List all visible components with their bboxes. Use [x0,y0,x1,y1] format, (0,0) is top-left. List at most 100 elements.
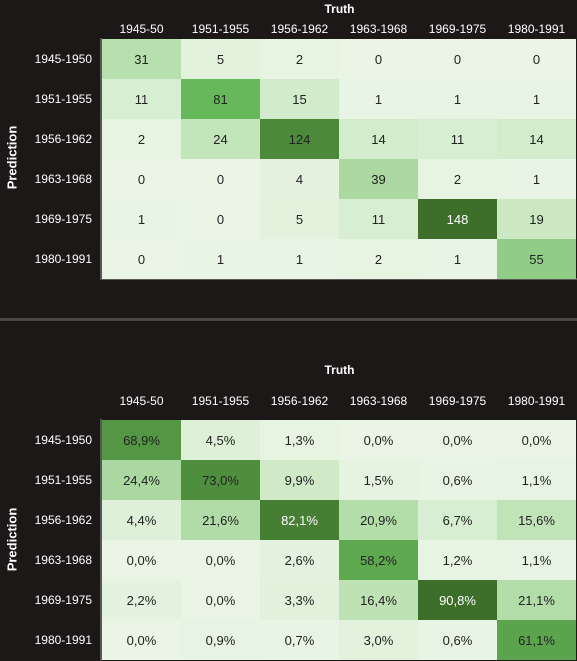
heatmap-cell: 2 [418,159,497,199]
heatmap-cell: 0,9% [181,620,260,660]
heatmap-cell: 39 [339,159,418,199]
heatmap-cell: 1,1% [497,460,576,500]
heatmap-cell: 6,7% [418,500,497,540]
heatmap-cell: 1,3% [260,420,339,460]
x-tick-label: 1956-1962 [270,22,329,36]
heatmap-cell: 2 [260,39,339,79]
y-axis-title: Prediction [4,125,20,190]
heatmap-grid: 68,9% 4,5% 1,3% 0,0% 0,0% 0,0% 24,4% 73,0% 9,9% 1… [102,420,577,660]
heatmap-cell: 0,6% [418,620,497,660]
heatmap-cell: 1 [418,239,497,279]
heatmap-cell: 0 [418,39,497,79]
heatmap-cell: 61,1% [497,620,576,660]
heatmap-cell: 14 [497,119,576,159]
heatmap-cell: 24,4% [102,460,181,500]
heatmap-cell: 0,0% [497,420,576,460]
heatmap-cell: 21,1% [497,580,576,620]
heatmap-cell: 4 [260,159,339,199]
x-tick-label: 1951-1955 [191,394,250,408]
x-axis-title: Truth [324,363,355,377]
heatmap-cell: 55 [497,239,576,279]
panel-separator [0,318,577,321]
heatmap-cell: 15,6% [497,500,576,540]
y-tick-label: 1945-1950 [34,52,92,66]
heatmap-cell: 2,6% [260,540,339,580]
y-tick-label: 1951-1955 [34,92,92,106]
heatmap-cell: 82,1% [260,500,339,540]
heatmap-cell: 0 [181,159,260,199]
heatmap-cell: 0 [102,239,181,279]
heatmap-cell: 1,2% [418,540,497,580]
heatmap-cell: 0,0% [102,620,181,660]
y-tick-label: 1963-1968 [34,172,92,186]
y-tick-label: 1980-1991 [34,252,92,266]
heatmap-cell: 20,9% [339,500,418,540]
heatmap-cell: 0,0% [181,580,260,620]
heatmap-cell: 4,5% [181,420,260,460]
heatmap-cell: 16,4% [339,580,418,620]
heatmap-cell: 1 [497,79,576,119]
x-axis-title: Truth [324,2,355,16]
heatmap-cell: 14 [339,119,418,159]
heatmap-cell: 19 [497,199,576,239]
heatmap-cell: 2,2% [102,580,181,620]
heatmap-cell: 1 [102,199,181,239]
heatmap-cell: 0 [181,199,260,239]
heatmap-cell: 0 [497,39,576,79]
heatmap-cell: 1 [181,239,260,279]
heatmap-cell: 21,6% [181,500,260,540]
y-axis-title: Prediction [4,507,20,572]
x-tick-label: 1980-1991 [507,394,566,408]
y-axis-line [100,38,102,280]
heatmap-cell: 0 [102,159,181,199]
x-tick-label: 1951-1955 [191,22,250,36]
heatmap-cell: 2 [339,239,418,279]
x-tick-label: 1969-1975 [428,394,487,408]
x-tick-label: 1956-1962 [270,394,329,408]
heatmap-cell: 11 [102,79,181,119]
y-tick-label: 1945-1950 [34,433,92,447]
x-tick-label: 1945-50 [119,22,164,36]
heatmap-cell: 81 [181,79,260,119]
x-tick-label: 1969-1975 [428,22,487,36]
heatmap-cell: 1 [339,79,418,119]
heatmap-cell: 148 [418,199,497,239]
heatmap-cell: 124 [260,119,339,159]
y-tick-label: 1980-1991 [34,633,92,647]
heatmap-cell: 0,7% [260,620,339,660]
y-tick-label: 1956-1962 [34,513,92,527]
y-tick-label: 1969-1975 [34,212,92,226]
x-tick-label: 1980-1991 [507,22,566,36]
heatmap-cell: 5 [260,199,339,239]
heatmap-cell: 3,0% [339,620,418,660]
heatmap-cell: 24 [181,119,260,159]
heatmap-cell: 1,5% [339,460,418,500]
y-tick-label: 1963-1968 [34,553,92,567]
heatmap-cell: 1 [497,159,576,199]
x-axis-line [100,278,577,280]
confusion-matrix-counts: Truth Prediction 1945-50 1951-1955 1956-19… [0,0,577,318]
heatmap-cell: 31 [102,39,181,79]
heatmap-cell: 73,0% [181,460,260,500]
confusion-matrix-percentages: Truth Prediction 1945-50 1951-1955 1956-19… [0,322,577,661]
x-tick-label: 1945-50 [119,394,164,408]
heatmap-cell: 3,3% [260,580,339,620]
heatmap-cell: 15 [260,79,339,119]
heatmap-cell: 11 [418,119,497,159]
heatmap-cell: 0 [339,39,418,79]
heatmap-cell: 2 [102,119,181,159]
heatmap-cell: 68,9% [102,420,181,460]
heatmap-cell: 0,0% [181,540,260,580]
heatmap-grid: 31 5 2 0 0 0 11 81 15 1 1 1 2 24 124 14 11 14 0 0 4 39 2 1 1 0 5 11… [102,39,577,279]
heatmap-cell: 0,0% [418,420,497,460]
heatmap-cell: 1 [418,79,497,119]
y-tick-label: 1969-1975 [34,593,92,607]
heatmap-cell: 0,6% [418,460,497,500]
x-tick-label: 1963-1968 [349,394,408,408]
heatmap-cell: 0,0% [339,420,418,460]
heatmap-cell: 1 [260,239,339,279]
y-axis-line [100,419,102,661]
heatmap-cell: 4,4% [102,500,181,540]
heatmap-cell: 0,0% [102,540,181,580]
heatmap-cell: 1,1% [497,540,576,580]
